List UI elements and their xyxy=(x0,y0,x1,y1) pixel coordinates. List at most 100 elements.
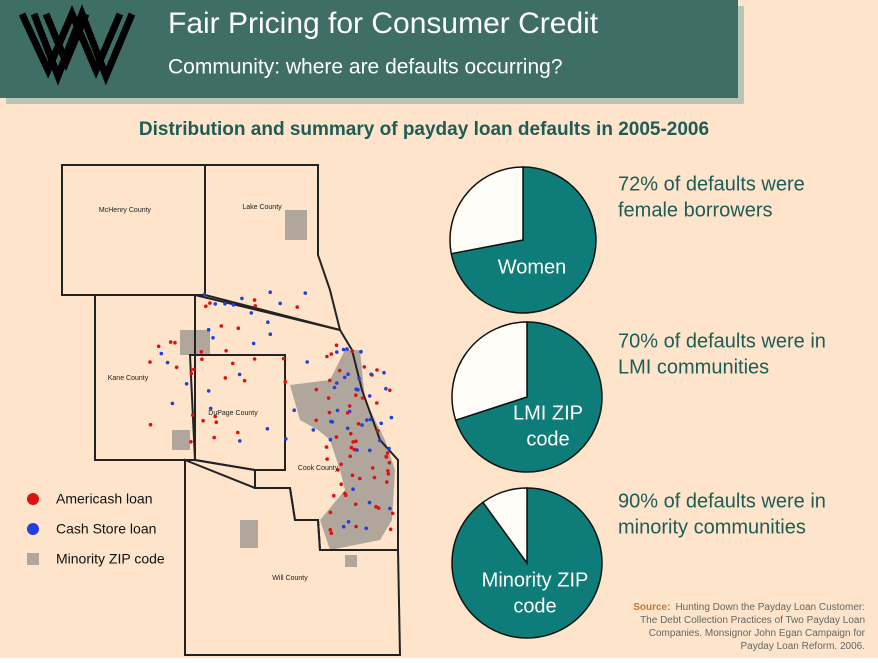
legend-label: Americash loan xyxy=(56,491,153,507)
loan-dot xyxy=(357,376,361,381)
loan-dot xyxy=(224,349,228,353)
loan-dot xyxy=(326,396,331,400)
loan-dot xyxy=(368,448,372,453)
loan-dot xyxy=(206,327,211,332)
county-label: McHenry County xyxy=(99,207,152,214)
loan-dot xyxy=(252,357,257,361)
loan-dot xyxy=(202,292,207,297)
loan-dot xyxy=(354,439,358,444)
county-label: DuPage County xyxy=(208,410,258,417)
loan-dot xyxy=(223,376,228,380)
loan-dot xyxy=(386,472,391,476)
loan-dot xyxy=(212,435,216,440)
loan-dot xyxy=(204,304,208,309)
source: Source: Hunting Down the Payday Loan Cust… xyxy=(633,602,865,652)
loan-dot xyxy=(184,382,189,386)
loan-dot xyxy=(336,468,340,472)
loan-dot xyxy=(201,418,205,423)
loan-dot xyxy=(314,418,319,423)
loan-dot xyxy=(354,393,358,398)
loan-dot xyxy=(251,341,256,346)
loan-dot xyxy=(148,360,152,364)
loan-dot xyxy=(355,448,359,452)
pie-label: Minority ZIP xyxy=(482,569,589,591)
pie-caption: female borrowers xyxy=(618,199,773,221)
loan-dot xyxy=(208,406,213,411)
source-line: Source: Hunting Down the Payday Loan Cust… xyxy=(633,602,865,613)
loan-dot xyxy=(388,388,392,393)
county-label: Kane County xyxy=(108,375,149,382)
county-label: Lake County xyxy=(242,204,282,211)
loan-dot xyxy=(173,340,177,345)
loan-dot xyxy=(347,404,352,408)
loan-dot xyxy=(360,396,365,400)
loan-dot xyxy=(253,304,258,308)
loan-dot xyxy=(303,291,308,295)
loan-dot xyxy=(252,298,257,302)
heading: Distribution and summary of payday loan … xyxy=(139,119,709,140)
loan-dot xyxy=(337,368,342,373)
loan-dot xyxy=(189,371,194,376)
loan-dot xyxy=(206,389,211,393)
loan-dot xyxy=(329,352,334,356)
loan-dot xyxy=(330,420,335,424)
loan-dot xyxy=(372,475,377,480)
loan-dot xyxy=(165,360,170,365)
loan-dot xyxy=(375,401,379,405)
loan-dot xyxy=(351,440,355,444)
loan-dot xyxy=(345,347,349,351)
loan-dot xyxy=(376,506,381,510)
loan-dot xyxy=(211,336,215,340)
loan-dot xyxy=(351,487,355,492)
header-band xyxy=(0,0,738,98)
loan-dot xyxy=(356,388,360,392)
loan-dot xyxy=(345,411,350,415)
source-text: Hunting Down the Payday Loan Customer: xyxy=(675,602,865,613)
pies: Women 72% of defaults were female borrower… xyxy=(449,166,826,639)
pie-caption: 70% of defaults were in xyxy=(618,330,826,352)
loan-dot xyxy=(353,502,358,507)
source-text: Companies. Monsignor John Egan Campaign … xyxy=(649,628,866,639)
loan-dot xyxy=(189,440,193,444)
legend-label: Minority ZIP code xyxy=(56,551,165,567)
loan-dot xyxy=(159,351,164,356)
loan-dot xyxy=(200,357,204,362)
loan-dot xyxy=(249,311,254,315)
loan-dot xyxy=(281,356,286,361)
loan-dot xyxy=(334,435,339,439)
loan-dot xyxy=(335,350,339,354)
loan-dot xyxy=(388,506,392,511)
loan-dot xyxy=(242,378,247,383)
legend-swatch xyxy=(27,553,39,565)
loan-dot xyxy=(265,427,270,431)
loan-dot xyxy=(156,344,161,349)
loan-dot xyxy=(335,381,339,385)
loan-dot xyxy=(349,445,354,450)
loan-dot xyxy=(346,520,351,524)
loan-dot xyxy=(388,527,393,532)
loan-dot xyxy=(386,469,390,473)
loan-dot xyxy=(190,413,195,417)
loan-dot xyxy=(283,379,288,384)
pie-slice xyxy=(454,321,603,473)
source-line: Payday Loan Reform. 2006. xyxy=(740,641,865,652)
loan-dot xyxy=(268,332,273,337)
loan-dot xyxy=(266,320,270,325)
loan-dot xyxy=(385,480,389,484)
loan-dot xyxy=(370,466,375,470)
pie-label: Women xyxy=(498,256,567,278)
title: Fair Pricing for Consumer Credit xyxy=(168,7,599,40)
loan-dot xyxy=(329,531,334,535)
loan-dot xyxy=(364,526,369,531)
loan-dot xyxy=(389,415,394,420)
loan-dot xyxy=(369,372,373,377)
loan-dot xyxy=(339,482,344,487)
loan-dot xyxy=(354,524,358,529)
logo xyxy=(18,4,136,86)
loan-dot xyxy=(327,410,332,415)
loan-dot xyxy=(376,429,380,433)
map: McHenry County Lake County Kane County DuPa… xyxy=(61,164,402,656)
